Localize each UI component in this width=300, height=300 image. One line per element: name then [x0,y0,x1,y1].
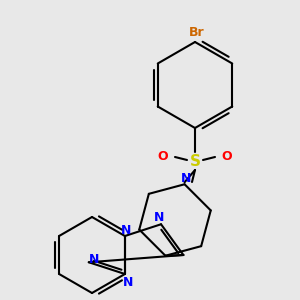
Text: N: N [154,211,164,224]
Text: N: N [123,275,133,289]
Text: Br: Br [189,26,205,38]
Text: N: N [88,253,99,266]
Text: N: N [180,172,191,185]
Text: S: S [190,154,200,169]
Text: O: O [222,151,232,164]
Text: O: O [158,151,168,164]
Text: N: N [121,224,131,236]
